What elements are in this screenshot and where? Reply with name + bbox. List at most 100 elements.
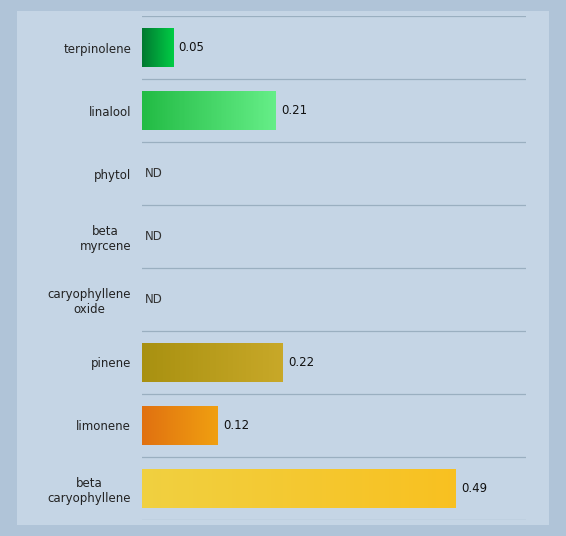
Bar	[157, 343, 159, 382]
Bar	[170, 343, 171, 382]
Bar	[236, 91, 238, 130]
Bar	[142, 343, 143, 382]
Bar	[147, 406, 148, 445]
Bar	[157, 406, 158, 445]
Bar	[417, 469, 421, 508]
Text: 0.22: 0.22	[288, 356, 314, 369]
Bar	[275, 469, 279, 508]
Bar	[220, 469, 224, 508]
Bar	[161, 406, 162, 445]
Bar	[209, 406, 210, 445]
Bar	[191, 343, 192, 382]
Bar	[177, 406, 178, 445]
Bar	[283, 469, 287, 508]
Bar	[192, 91, 194, 130]
Bar	[214, 91, 216, 130]
Bar	[366, 469, 370, 508]
Bar	[252, 91, 254, 130]
Bar	[271, 91, 273, 130]
Bar	[246, 91, 247, 130]
Bar	[228, 91, 229, 130]
Bar	[179, 406, 180, 445]
Bar	[168, 343, 170, 382]
Text: 0.12: 0.12	[224, 419, 250, 432]
Bar	[263, 91, 264, 130]
Bar	[208, 343, 211, 382]
Bar	[201, 343, 203, 382]
Bar	[166, 406, 168, 445]
Bar	[258, 91, 259, 130]
Bar	[144, 406, 145, 445]
Bar	[150, 406, 151, 445]
Bar	[162, 406, 164, 445]
Bar	[170, 91, 172, 130]
Bar	[247, 343, 249, 382]
Bar	[224, 343, 226, 382]
Bar	[171, 406, 172, 445]
Bar	[260, 343, 261, 382]
Bar	[255, 469, 259, 508]
Bar	[206, 406, 207, 445]
Text: ND: ND	[145, 293, 162, 306]
Bar	[151, 406, 152, 445]
Bar	[194, 91, 195, 130]
Bar	[338, 469, 342, 508]
Bar	[281, 343, 282, 382]
Bar	[231, 91, 233, 130]
Bar	[265, 343, 267, 382]
Bar	[233, 91, 234, 130]
Bar	[222, 343, 225, 382]
Bar	[178, 406, 179, 445]
Bar	[216, 343, 217, 382]
Bar	[251, 343, 252, 382]
Bar	[217, 91, 219, 130]
Bar	[211, 91, 212, 130]
Bar	[165, 469, 169, 508]
Bar	[204, 406, 205, 445]
Bar	[203, 343, 205, 382]
Bar	[202, 406, 203, 445]
Bar	[239, 91, 241, 130]
Bar	[256, 91, 258, 130]
Bar	[158, 406, 159, 445]
Bar	[182, 406, 183, 445]
Bar	[181, 469, 185, 508]
Bar	[212, 343, 214, 382]
Bar	[154, 343, 156, 382]
Bar	[176, 406, 177, 445]
Bar	[224, 469, 228, 508]
Bar	[173, 469, 177, 508]
Bar	[165, 406, 166, 445]
Bar	[246, 343, 247, 382]
Bar	[247, 469, 252, 508]
Bar	[385, 469, 389, 508]
Bar	[263, 343, 265, 382]
Bar	[164, 91, 165, 130]
Bar	[362, 469, 366, 508]
Bar	[254, 91, 256, 130]
Bar	[174, 406, 175, 445]
Bar	[161, 469, 165, 508]
Bar	[154, 406, 155, 445]
Bar	[202, 91, 204, 130]
Bar	[208, 469, 212, 508]
Bar	[194, 406, 195, 445]
Bar	[279, 469, 283, 508]
Bar	[157, 469, 161, 508]
Bar	[187, 406, 188, 445]
Bar	[186, 406, 187, 445]
Bar	[209, 91, 211, 130]
Bar	[214, 343, 216, 382]
Bar	[233, 343, 235, 382]
Bar	[432, 469, 436, 508]
Bar	[191, 406, 192, 445]
Bar	[448, 469, 452, 508]
Bar	[219, 91, 221, 130]
Bar	[159, 343, 161, 382]
Bar	[310, 469, 315, 508]
Bar	[143, 91, 145, 130]
Bar	[177, 469, 181, 508]
Bar	[185, 406, 186, 445]
Bar	[241, 343, 242, 382]
Bar	[207, 91, 209, 130]
